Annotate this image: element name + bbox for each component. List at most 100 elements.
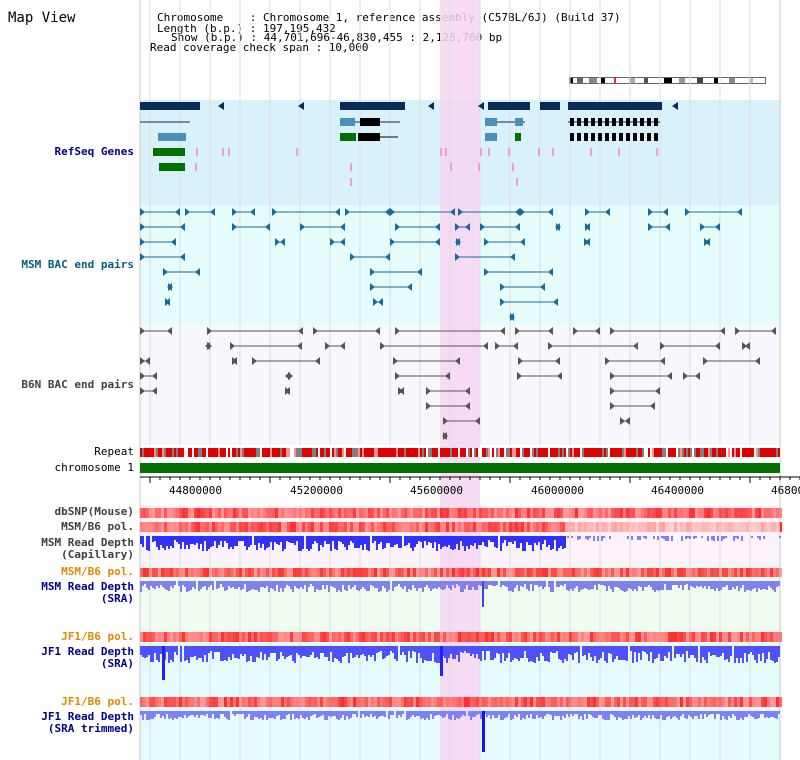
- depth-bar: [488, 536, 490, 540]
- bac-end-marker: [553, 298, 558, 306]
- density-cell: [740, 697, 743, 707]
- density-cell: [386, 632, 389, 642]
- depth-bar: [428, 581, 430, 588]
- depth-bar: [326, 646, 328, 657]
- gene-feature: [515, 118, 523, 126]
- depth-bar: [462, 711, 464, 715]
- depth-bar: [190, 711, 192, 715]
- gene-feature: [598, 118, 602, 126]
- repeat-feature: [254, 448, 256, 457]
- depth-bar: [726, 581, 728, 585]
- repeat-feature: [410, 448, 412, 457]
- depth-bar: [440, 536, 442, 549]
- density-cell: [422, 522, 425, 532]
- density-cell: [434, 632, 437, 642]
- gene-feature: [640, 133, 644, 141]
- depth-bar: [352, 581, 354, 587]
- depth-bar: [586, 581, 588, 589]
- repeat-feature: [618, 448, 620, 457]
- depth-bar: [402, 581, 404, 589]
- depth-bar: [664, 581, 666, 584]
- density-cell: [521, 522, 524, 532]
- density-cell: [233, 697, 236, 707]
- repeat-feature: [330, 448, 332, 457]
- density-cell: [485, 632, 488, 642]
- density-cell: [626, 632, 629, 642]
- depth-bar: [552, 536, 554, 549]
- repeat-feature: [514, 448, 516, 457]
- density-cell: [545, 522, 548, 532]
- density-cell: [461, 568, 464, 577]
- bac-end-marker: [513, 342, 518, 350]
- density-cell: [323, 522, 326, 532]
- density-cell: [371, 697, 374, 707]
- density-cell: [602, 632, 605, 642]
- repeat-feature: [626, 448, 628, 457]
- density-cell: [146, 632, 149, 642]
- depth-bar: [386, 646, 388, 656]
- depth-bar: [208, 646, 210, 653]
- density-cell: [581, 632, 584, 642]
- depth-bar: [506, 711, 508, 717]
- repeat-feature: [352, 448, 354, 457]
- depth-bar: [406, 581, 408, 592]
- density-cell: [563, 522, 566, 532]
- depth-bar: [584, 711, 586, 714]
- density-cell: [683, 508, 686, 518]
- depth-bar: [494, 646, 496, 658]
- density-cell: [761, 568, 764, 577]
- depth-bar: [194, 711, 196, 717]
- density-cell: [464, 697, 467, 707]
- density-cell: [359, 508, 362, 518]
- density-cell: [263, 632, 266, 642]
- density-cell: [203, 568, 206, 577]
- density-cell: [644, 568, 647, 577]
- depth-bar: [420, 646, 422, 658]
- density-cell: [368, 568, 371, 577]
- depth-bar: [608, 711, 610, 720]
- repeat-feature: [458, 448, 460, 457]
- depth-bar: [256, 646, 258, 657]
- depth-bar: [578, 581, 580, 592]
- depth-bar: [601, 536, 603, 541]
- depth-bar: [434, 711, 436, 716]
- depth-bar: [390, 646, 392, 651]
- density-cell: [215, 508, 218, 518]
- depth-bar: [730, 581, 732, 590]
- density-cell: [359, 568, 362, 577]
- depth-bar: [582, 646, 584, 656]
- density-cell: [578, 508, 581, 518]
- density-cell: [296, 522, 299, 532]
- repeat-feature: [434, 448, 436, 457]
- repeat-feature: [566, 448, 568, 457]
- depth-bar: [680, 646, 682, 657]
- repeat-feature: [322, 448, 324, 457]
- repeat-feature: [588, 448, 590, 457]
- depth-bar: [758, 581, 760, 588]
- density-cell: [482, 568, 485, 577]
- depth-bar: [576, 581, 578, 586]
- density-cell: [458, 522, 461, 532]
- depth-bar: [726, 711, 728, 720]
- density-cell: [761, 632, 764, 642]
- density-cell: [440, 568, 443, 577]
- density-cell: [455, 632, 458, 642]
- density-cell: [440, 697, 443, 707]
- density-cell: [248, 508, 251, 518]
- depth-bar: [228, 646, 230, 657]
- density-cell: [167, 508, 170, 518]
- depth-bar: [328, 711, 330, 716]
- density-cell: [416, 632, 419, 642]
- density-cell: [713, 568, 716, 577]
- chromosome-ideogram[interactable]: [530, 52, 767, 84]
- density-cell: [590, 508, 593, 518]
- depth-bar: [778, 581, 780, 586]
- density-cell: [545, 697, 548, 707]
- depth-bar: [476, 646, 478, 654]
- depth-bar: [474, 581, 476, 590]
- repeat-feature: [408, 448, 410, 457]
- depth-bar: [286, 581, 288, 585]
- bac-end-marker: [585, 208, 590, 216]
- density-cell: [161, 568, 164, 577]
